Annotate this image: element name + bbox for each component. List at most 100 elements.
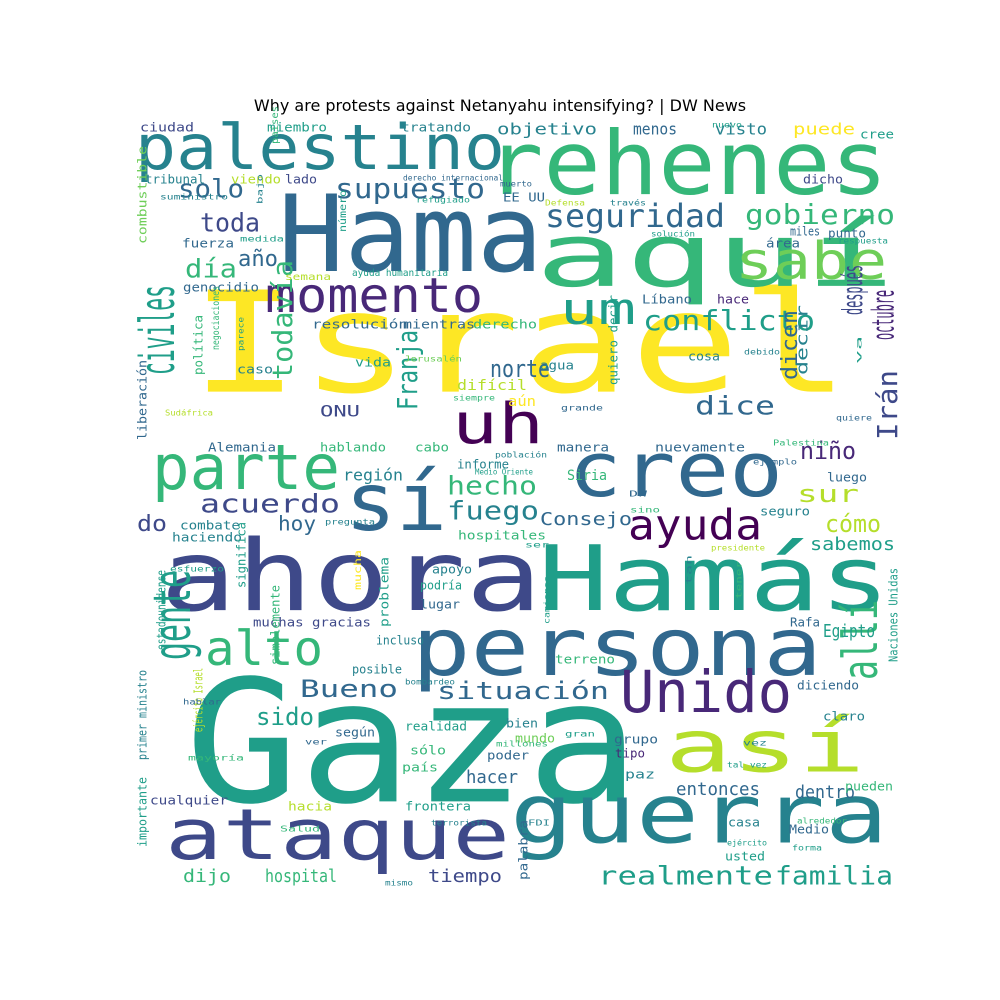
cloud-word: lado bbox=[285, 173, 317, 187]
cloud-word: sabemos bbox=[810, 534, 895, 555]
cloud-word: estadounidense bbox=[155, 570, 169, 650]
cloud-word: hecho bbox=[447, 472, 537, 502]
cloud-word: tener bbox=[735, 561, 744, 599]
cloud-word: informe bbox=[457, 458, 509, 472]
cloud-word: luego bbox=[827, 471, 867, 485]
cloud-word: objetivo bbox=[497, 120, 597, 139]
cloud-word: claro bbox=[823, 710, 865, 724]
cloud-word: derecho internacional bbox=[403, 174, 503, 183]
cloud-word: importante bbox=[136, 777, 150, 847]
cloud-word: Rafa bbox=[790, 616, 820, 630]
cloud-word: vida bbox=[355, 356, 391, 370]
cloud-word: mucha bbox=[353, 550, 364, 590]
cloud-word: Defensa bbox=[545, 199, 585, 208]
cloud-word: menos bbox=[633, 120, 677, 139]
cloud-word: palabra bbox=[517, 820, 531, 880]
cloud-word: país bbox=[402, 761, 438, 775]
cloud-word: tribunal bbox=[145, 173, 205, 187]
cloud-word: hacia bbox=[288, 800, 332, 814]
cloud-word: tal vez bbox=[727, 761, 767, 770]
cloud-word: casa bbox=[728, 816, 760, 830]
cloud-word: Líbano bbox=[642, 293, 692, 307]
cloud-word: decir bbox=[793, 304, 812, 375]
cloud-word: tratando bbox=[401, 121, 471, 135]
cloud-word: cualquier bbox=[150, 794, 228, 808]
cloud-word: aún bbox=[508, 394, 536, 410]
cloud-word: fuerza bbox=[182, 237, 234, 251]
cloud-word: haciendo bbox=[172, 531, 242, 545]
cloud-word: Naciones Unidas bbox=[887, 568, 901, 662]
cloud-word: difícil bbox=[457, 378, 527, 394]
cloud-word: respuesta bbox=[838, 237, 888, 246]
cloud-word: sino bbox=[630, 506, 660, 515]
cloud-word: Bueno bbox=[300, 675, 398, 703]
cloud-word: diciendo bbox=[797, 679, 859, 693]
cloud-word: uh bbox=[452, 392, 544, 457]
cloud-word: posible bbox=[352, 663, 402, 677]
cloud-word: Israel bbox=[190, 263, 850, 426]
cloud-word: significa bbox=[235, 522, 249, 588]
cloud-word: realidad bbox=[405, 720, 467, 734]
cloud-word: medida bbox=[240, 235, 284, 244]
cloud-word: problema bbox=[378, 557, 392, 627]
cloud-word: hospitales bbox=[458, 529, 546, 543]
cloud-word: camiones bbox=[543, 576, 552, 624]
cloud-word: supuesto bbox=[335, 172, 485, 205]
cloud-word: caso bbox=[237, 363, 273, 377]
cloud-word: negociaciones bbox=[211, 286, 222, 350]
cloud-word: Franja bbox=[391, 330, 424, 410]
cloud-word: ejército bbox=[727, 838, 767, 848]
cloud-word: ejemplo bbox=[753, 458, 797, 467]
cloud-word: población bbox=[495, 450, 547, 460]
cloud-word: vez bbox=[743, 739, 767, 748]
cloud-word: presidente bbox=[711, 544, 765, 553]
cloud-word: ciudad bbox=[140, 121, 194, 135]
cloud-word: esfuerzo bbox=[170, 565, 224, 574]
cloud-word: Siria bbox=[567, 468, 607, 484]
cloud-word: países bbox=[269, 106, 281, 144]
cloud-word: número bbox=[337, 190, 349, 232]
cloud-word: terreno bbox=[555, 653, 615, 667]
cloud-word: hablar bbox=[183, 698, 221, 707]
cloud-word: allí bbox=[833, 600, 889, 680]
cloud-word: sí bbox=[345, 456, 447, 549]
cloud-word: dice bbox=[695, 392, 775, 422]
cloud-word: niño bbox=[800, 437, 856, 465]
cloud-word: genocidio bbox=[183, 281, 259, 295]
cloud-word: parece bbox=[237, 317, 246, 351]
cloud-word: semana bbox=[285, 272, 331, 283]
cloud-word: ayuda humanitaria bbox=[352, 268, 448, 279]
cloud-word: así bbox=[665, 705, 865, 789]
cloud-word: bajo bbox=[256, 174, 265, 204]
cloud-word: ahora bbox=[160, 520, 542, 634]
cloud-word: según bbox=[335, 726, 375, 740]
cloud-word: manera bbox=[557, 441, 609, 455]
cloud-word: debido bbox=[744, 348, 780, 357]
cloud-word: dicen bbox=[778, 310, 803, 380]
cloud-word: FDI bbox=[528, 819, 550, 828]
cloud-word: alto bbox=[205, 621, 323, 677]
cloud-word: todavía bbox=[266, 260, 299, 380]
cloud-word: bien bbox=[506, 717, 538, 731]
cloud-word: seguro bbox=[760, 505, 810, 519]
cloud-word: lugar bbox=[420, 598, 460, 612]
cloud-word: gran bbox=[565, 730, 595, 739]
cloud-word: sur bbox=[797, 480, 859, 508]
cloud-word: primer ministro bbox=[136, 670, 150, 760]
cloud-word: tipo bbox=[615, 747, 645, 761]
cloud-word: DW bbox=[629, 490, 647, 499]
cloud-word: política bbox=[192, 315, 206, 375]
cloud-word: hablando bbox=[320, 441, 386, 455]
cloud-word: Hamás bbox=[538, 527, 890, 632]
cloud-word: mundo bbox=[515, 732, 555, 746]
cloud-word: tan bbox=[685, 555, 694, 585]
cloud-word: hospital bbox=[265, 866, 337, 887]
cloud-word: do bbox=[137, 512, 167, 537]
cloud-word: miles bbox=[790, 225, 820, 239]
cloud-word: familia bbox=[775, 862, 893, 892]
cloud-word: poder bbox=[487, 749, 529, 763]
cloud-word: sólo bbox=[410, 744, 446, 758]
cloud-word: mismo bbox=[385, 879, 413, 888]
cloud-word: solución bbox=[651, 229, 695, 239]
cloud-word: podría bbox=[420, 579, 462, 593]
